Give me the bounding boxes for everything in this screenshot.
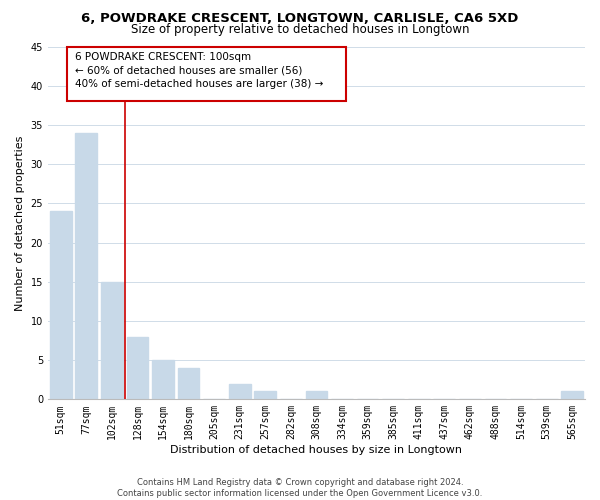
Bar: [101, 282, 123, 400]
Bar: [562, 392, 583, 400]
Text: 6, POWDRAKE CRESCENT, LONGTOWN, CARLISLE, CA6 5XD: 6, POWDRAKE CRESCENT, LONGTOWN, CARLISLE…: [82, 12, 518, 26]
Bar: [76, 132, 97, 400]
Bar: [178, 368, 199, 400]
Text: Size of property relative to detached houses in Longtown: Size of property relative to detached ho…: [131, 22, 469, 36]
Text: 6 POWDRAKE CRESCENT: 100sqm
← 60% of detached houses are smaller (56)
40% of sem: 6 POWDRAKE CRESCENT: 100sqm ← 60% of det…: [75, 52, 323, 89]
Bar: [127, 336, 148, 400]
Text: Contains HM Land Registry data © Crown copyright and database right 2024.
Contai: Contains HM Land Registry data © Crown c…: [118, 478, 482, 498]
X-axis label: Distribution of detached houses by size in Longtown: Distribution of detached houses by size …: [170, 445, 463, 455]
Bar: [152, 360, 174, 400]
Bar: [50, 211, 71, 400]
Y-axis label: Number of detached properties: Number of detached properties: [15, 135, 25, 310]
FancyBboxPatch shape: [67, 46, 346, 101]
Bar: [254, 392, 276, 400]
Bar: [305, 392, 328, 400]
Bar: [229, 384, 251, 400]
